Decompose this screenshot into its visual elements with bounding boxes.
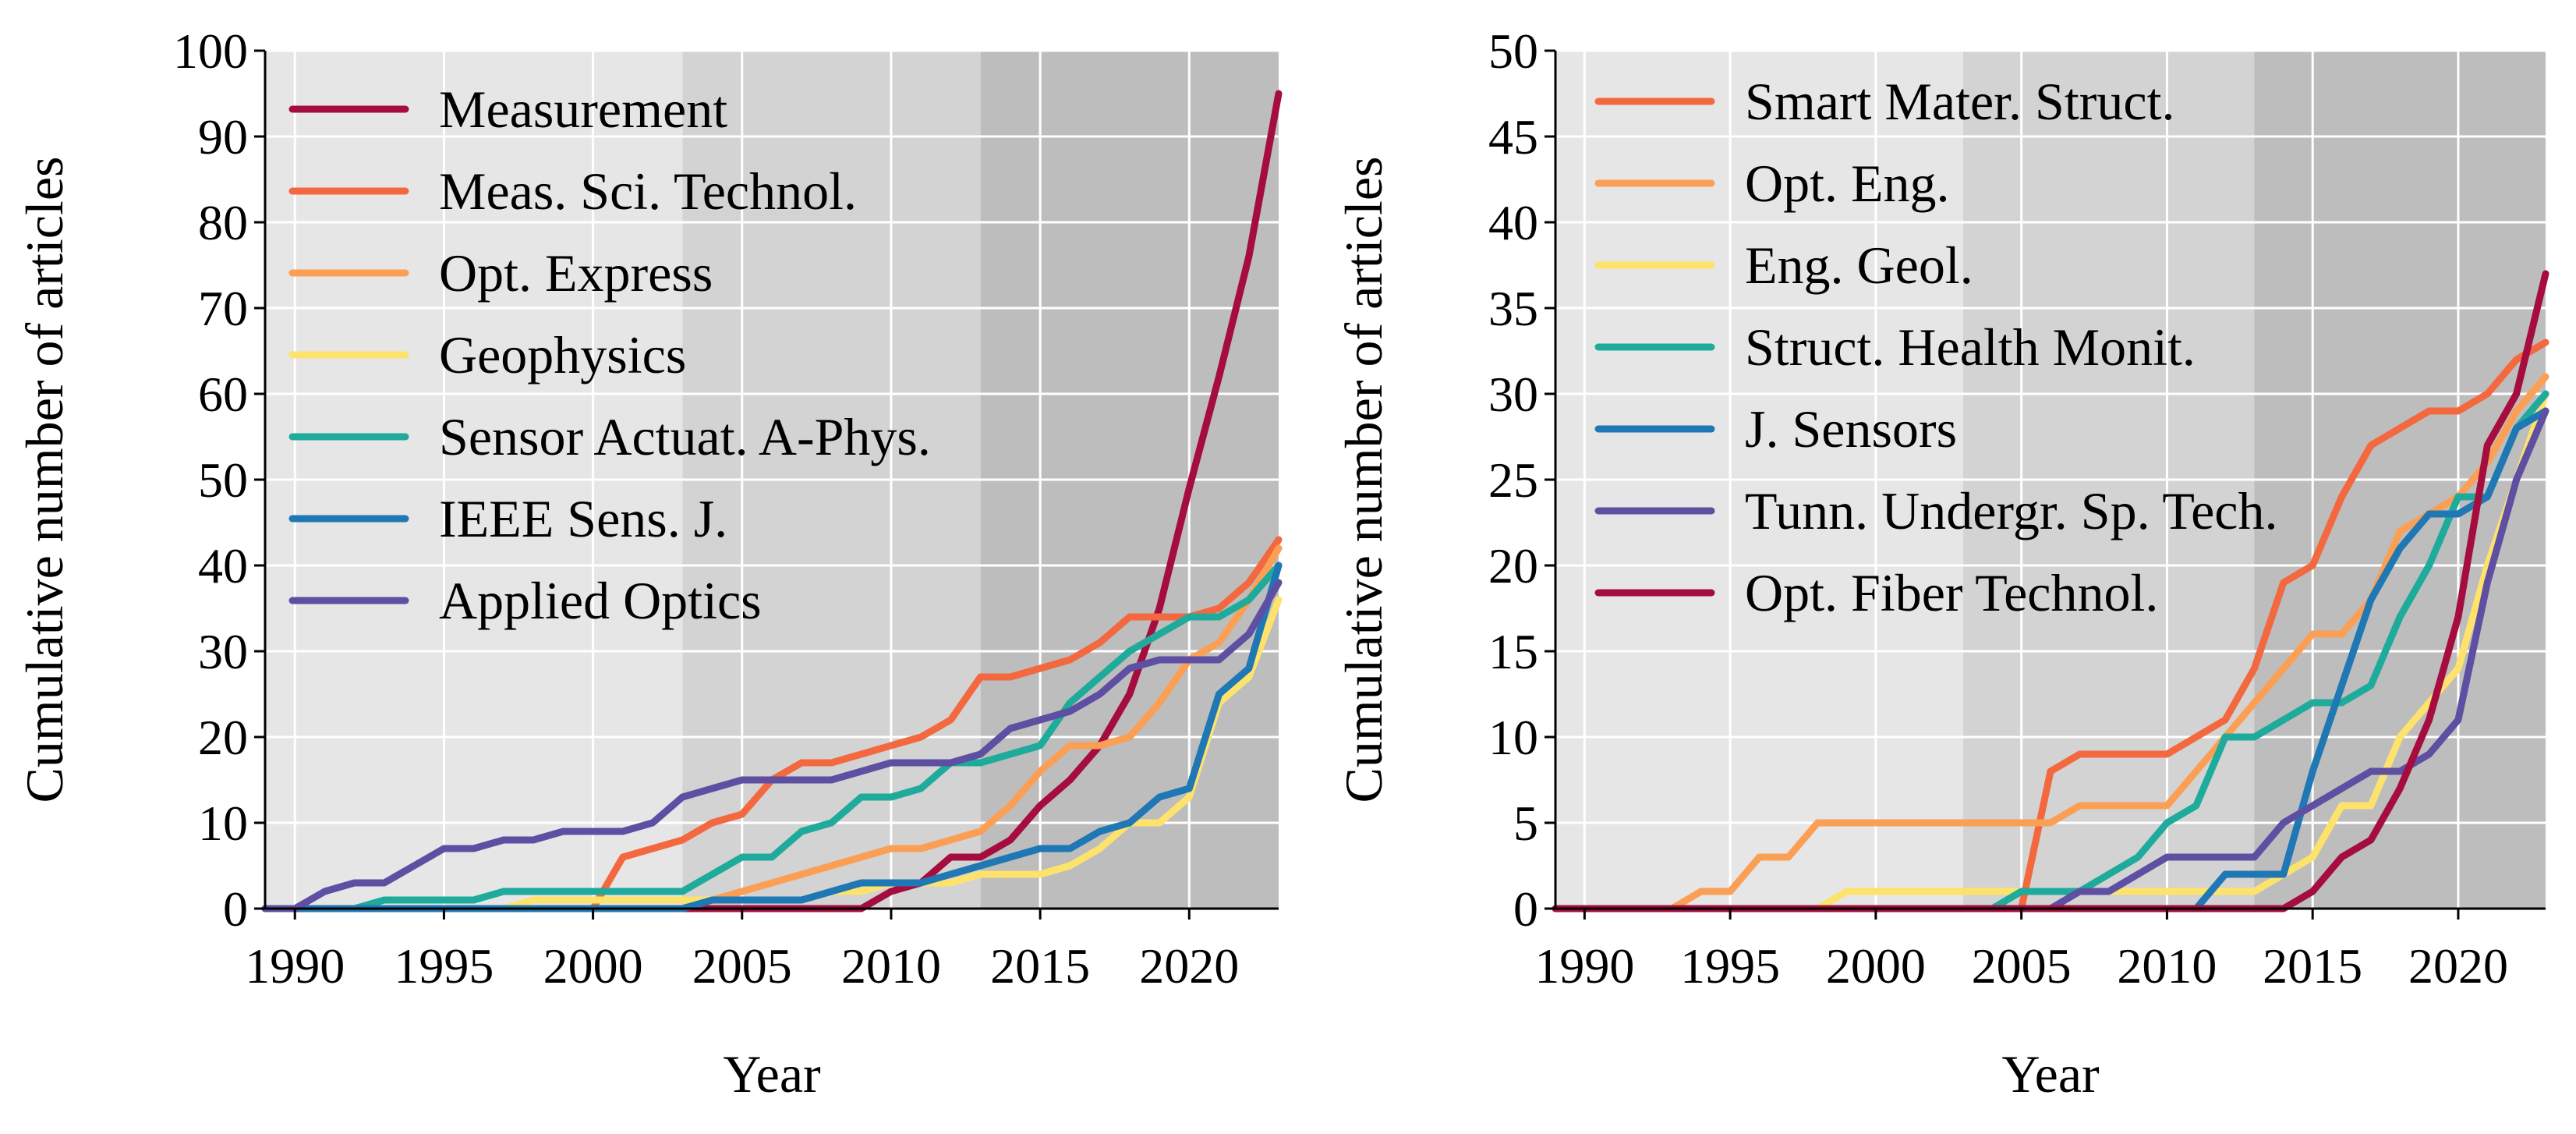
y-tick-label: 50	[1488, 23, 1538, 79]
series-line	[261, 544, 1283, 913]
y-tick-label: 20	[198, 710, 248, 765]
left-chart-panel: 0 10 20 30 40 50 60 70 80 90 100 1990 1995 2000 2005 20…	[15, 23, 1283, 1104]
legend-label: Opt. Fiber Technol.	[1745, 563, 2158, 622]
series-line	[261, 90, 1283, 913]
legend-label: Applied Optics	[439, 571, 762, 630]
y-tick-label: 15	[1488, 624, 1538, 679]
legend-label: Eng. Geol.	[1745, 236, 1973, 295]
y-tick-label: 100	[173, 23, 248, 79]
legend-label: J. Sensors	[1745, 399, 1957, 459]
legend-label: Smart Mater. Struct.	[1745, 72, 2174, 131]
series-line	[261, 562, 1283, 913]
legend-label: Sensor Actuat. A-Phys.	[439, 407, 931, 466]
y-tick-label: 10	[1488, 710, 1538, 765]
legend-label: Geophysics	[439, 325, 686, 384]
x-axis-label: Year	[723, 1044, 821, 1104]
right-chart-panel: 0 5 10 15 20 25 30 35 40 45 50 1990 1995 2000 2005 2010…	[1334, 23, 2549, 1104]
x-tick-label: 2010	[2117, 938, 2217, 994]
x-tick-label: 2020	[1139, 938, 1239, 994]
x-tick-label: 1990	[1534, 938, 1634, 994]
series-line	[261, 536, 1283, 913]
y-tick-label: 70	[198, 281, 248, 336]
y-tick-label: 60	[198, 367, 248, 422]
x-tick-label: 2000	[1826, 938, 1926, 994]
series-line	[1552, 407, 2549, 913]
x-tick-label: 1990	[245, 938, 345, 994]
y-tick-label: 40	[1488, 195, 1538, 250]
x-tick-label: 2000	[543, 938, 643, 994]
y-tick-label: 30	[198, 624, 248, 679]
x-tick-label: 2010	[841, 938, 941, 994]
y-axis-label: Cumulative number of articles	[15, 157, 74, 803]
x-tick-label: 2015	[2263, 938, 2362, 994]
y-tick-label: 40	[198, 538, 248, 594]
series-line	[1552, 390, 2549, 913]
series-line	[1552, 338, 2549, 913]
series-line	[261, 596, 1283, 913]
legend-label: Struct. Health Monit.	[1745, 317, 2196, 377]
x-axis-label: Year	[2001, 1044, 2100, 1104]
series-line	[261, 579, 1283, 913]
y-tick-label: 10	[198, 796, 248, 851]
y-tick-label: 0	[223, 881, 248, 937]
y-tick-label: 5	[1513, 796, 1538, 851]
legend-label: Meas. Sci. Technol.	[439, 161, 857, 221]
series-line	[1552, 390, 2549, 913]
y-tick-label: 90	[198, 109, 248, 165]
legend-label: Measurement	[439, 80, 727, 139]
x-tick-label: 2015	[990, 938, 1090, 994]
y-tick-label: 45	[1488, 109, 1538, 165]
x-tick-label: 1995	[394, 938, 494, 994]
y-tick-label: 50	[198, 452, 248, 508]
y-tick-label: 80	[198, 195, 248, 250]
legend-label: Opt. Eng.	[1745, 154, 1950, 213]
y-tick-label: 20	[1488, 538, 1538, 594]
series-line	[261, 562, 1283, 913]
x-tick-label: 2005	[1972, 938, 2072, 994]
x-tick-label: 2005	[692, 938, 792, 994]
series-line	[1552, 407, 2549, 913]
legend-label: Opt. Express	[439, 243, 713, 303]
legend-label: IEEE Sens. J.	[439, 489, 727, 548]
series-line	[1552, 270, 2549, 913]
x-tick-label: 2020	[2408, 938, 2508, 994]
y-tick-label: 0	[1513, 881, 1538, 937]
y-tick-label: 25	[1488, 452, 1538, 508]
y-tick-label: 35	[1488, 281, 1538, 336]
y-tick-label: 30	[1488, 367, 1538, 422]
y-axis-label: Cumulative number of articles	[1334, 157, 1393, 803]
legend-label: Tunn. Undergr. Sp. Tech.	[1745, 481, 2278, 540]
x-tick-label: 1995	[1680, 938, 1780, 994]
